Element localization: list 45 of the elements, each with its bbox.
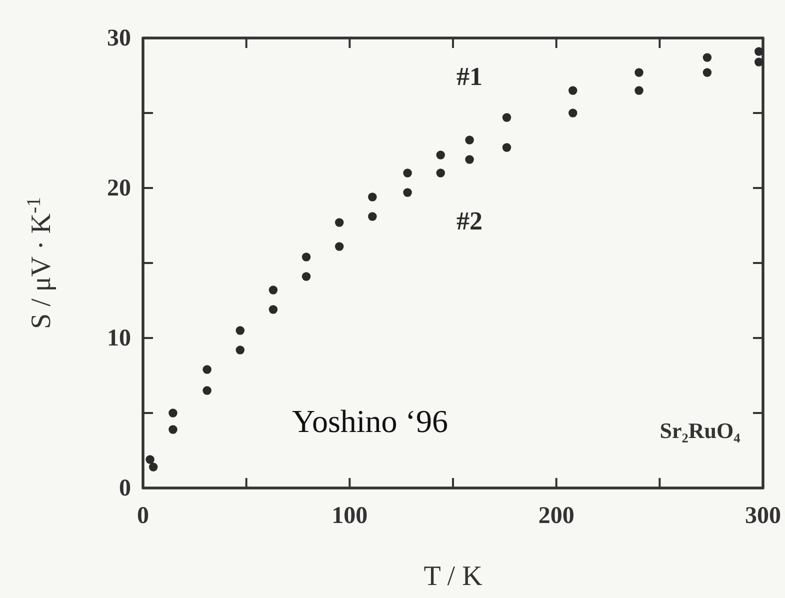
point (236, 326, 245, 335)
point (702, 53, 712, 62)
y-tick-label: 0 (119, 476, 131, 502)
legend-label: #1 (456, 62, 483, 91)
x-axis-title: T / K (424, 561, 482, 592)
point (436, 150, 445, 160)
point (236, 346, 245, 354)
point (202, 365, 212, 374)
point (634, 86, 644, 95)
x-tick-label: 100 (332, 503, 368, 530)
point (702, 68, 712, 77)
point (568, 86, 578, 95)
point (146, 455, 154, 464)
point (403, 168, 412, 178)
point (268, 305, 278, 314)
point (168, 408, 178, 418)
point (302, 272, 311, 281)
point (202, 386, 212, 395)
point (754, 47, 764, 56)
point (368, 212, 377, 221)
y-tick-label: 20 (107, 176, 131, 202)
point (502, 143, 512, 152)
point (502, 113, 512, 122)
series-label: #2 (456, 206, 483, 236)
y-tick-label: 30 (107, 26, 131, 52)
point (268, 286, 278, 294)
x-tick-label: 0 (137, 503, 149, 530)
point (148, 462, 158, 472)
y-tick-label: 10 (107, 326, 131, 352)
point (168, 425, 178, 434)
point (403, 188, 412, 197)
point (465, 136, 474, 144)
annotation: Yoshino ‘96 (292, 403, 448, 439)
point (436, 168, 445, 178)
point (568, 108, 578, 118)
point (465, 155, 474, 164)
annotation: Sr₂RuO₄ (660, 418, 741, 443)
x-tick-label: 300 (745, 503, 781, 530)
point (334, 242, 344, 251)
point (634, 68, 644, 77)
x-tick-label: 200 (538, 503, 574, 530)
point (334, 218, 344, 227)
point (368, 192, 377, 202)
point (302, 252, 311, 262)
point (754, 58, 764, 66)
